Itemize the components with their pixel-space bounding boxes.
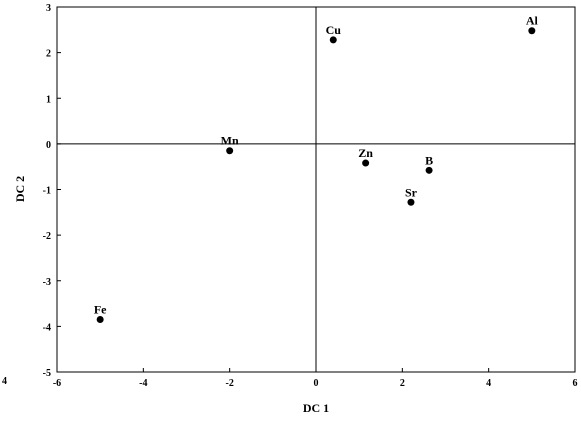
- y-tick-label: -5: [43, 368, 51, 379]
- x-tick-label: 2: [400, 378, 405, 389]
- y-tick-label: 0: [46, 140, 51, 151]
- y-tick-label: 1: [46, 94, 51, 105]
- data-point-al: [528, 27, 536, 35]
- x-tick-label: 0: [314, 378, 319, 389]
- y-tick-label: -4: [43, 322, 51, 333]
- data-point-zn: [362, 159, 370, 167]
- y-tick-label: 2: [46, 49, 51, 60]
- x-tick-label: 4: [486, 378, 491, 389]
- x-tick-label: -6: [53, 378, 61, 389]
- y-axis-ticks: -5 -4 -3 -2 -1 0 1 2 3: [43, 3, 61, 379]
- y-axis-title: DC 2: [13, 176, 27, 202]
- point-label-cu: Cu: [326, 23, 342, 37]
- point-label-b: B: [425, 153, 433, 167]
- stray-label: 4: [2, 376, 7, 387]
- x-axis-title: DC 1: [303, 401, 329, 415]
- data-point-sr: [407, 198, 415, 206]
- data-point-b: [425, 166, 433, 174]
- y-tick-label: -3: [43, 277, 51, 288]
- point-label-al: Al: [526, 14, 539, 28]
- point-label-zn: Zn: [358, 146, 373, 160]
- point-label-sr: Sr: [405, 185, 418, 199]
- x-tick-label: 6: [573, 378, 578, 389]
- x-axis-ticks: -6 -4 -2 0 2 4 6: [53, 368, 578, 389]
- x-tick-label: -4: [139, 378, 147, 389]
- y-tick-label: 3: [46, 3, 51, 14]
- data-points: Cu Al Mn Zn B Sr Fe: [94, 14, 539, 324]
- data-point-cu: [329, 36, 337, 44]
- y-tick-label: -1: [43, 186, 51, 197]
- data-point-fe: [96, 316, 104, 324]
- point-label-fe: Fe: [94, 303, 107, 317]
- x-tick-label: -2: [225, 378, 233, 389]
- data-point-mn: [226, 147, 234, 155]
- y-tick-label: -2: [43, 231, 51, 242]
- point-label-mn: Mn: [221, 134, 239, 148]
